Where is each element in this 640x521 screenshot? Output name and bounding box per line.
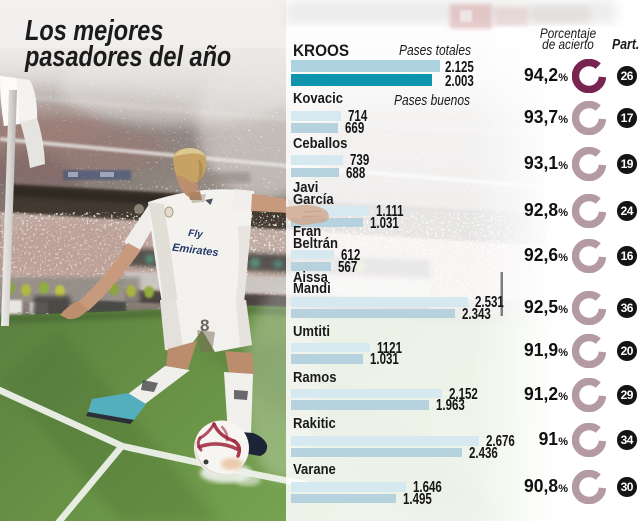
svg-text:Emirates: Emirates [172,242,220,260]
svg-text:8: 8 [200,316,209,335]
svg-text:Fly: Fly [188,228,204,241]
